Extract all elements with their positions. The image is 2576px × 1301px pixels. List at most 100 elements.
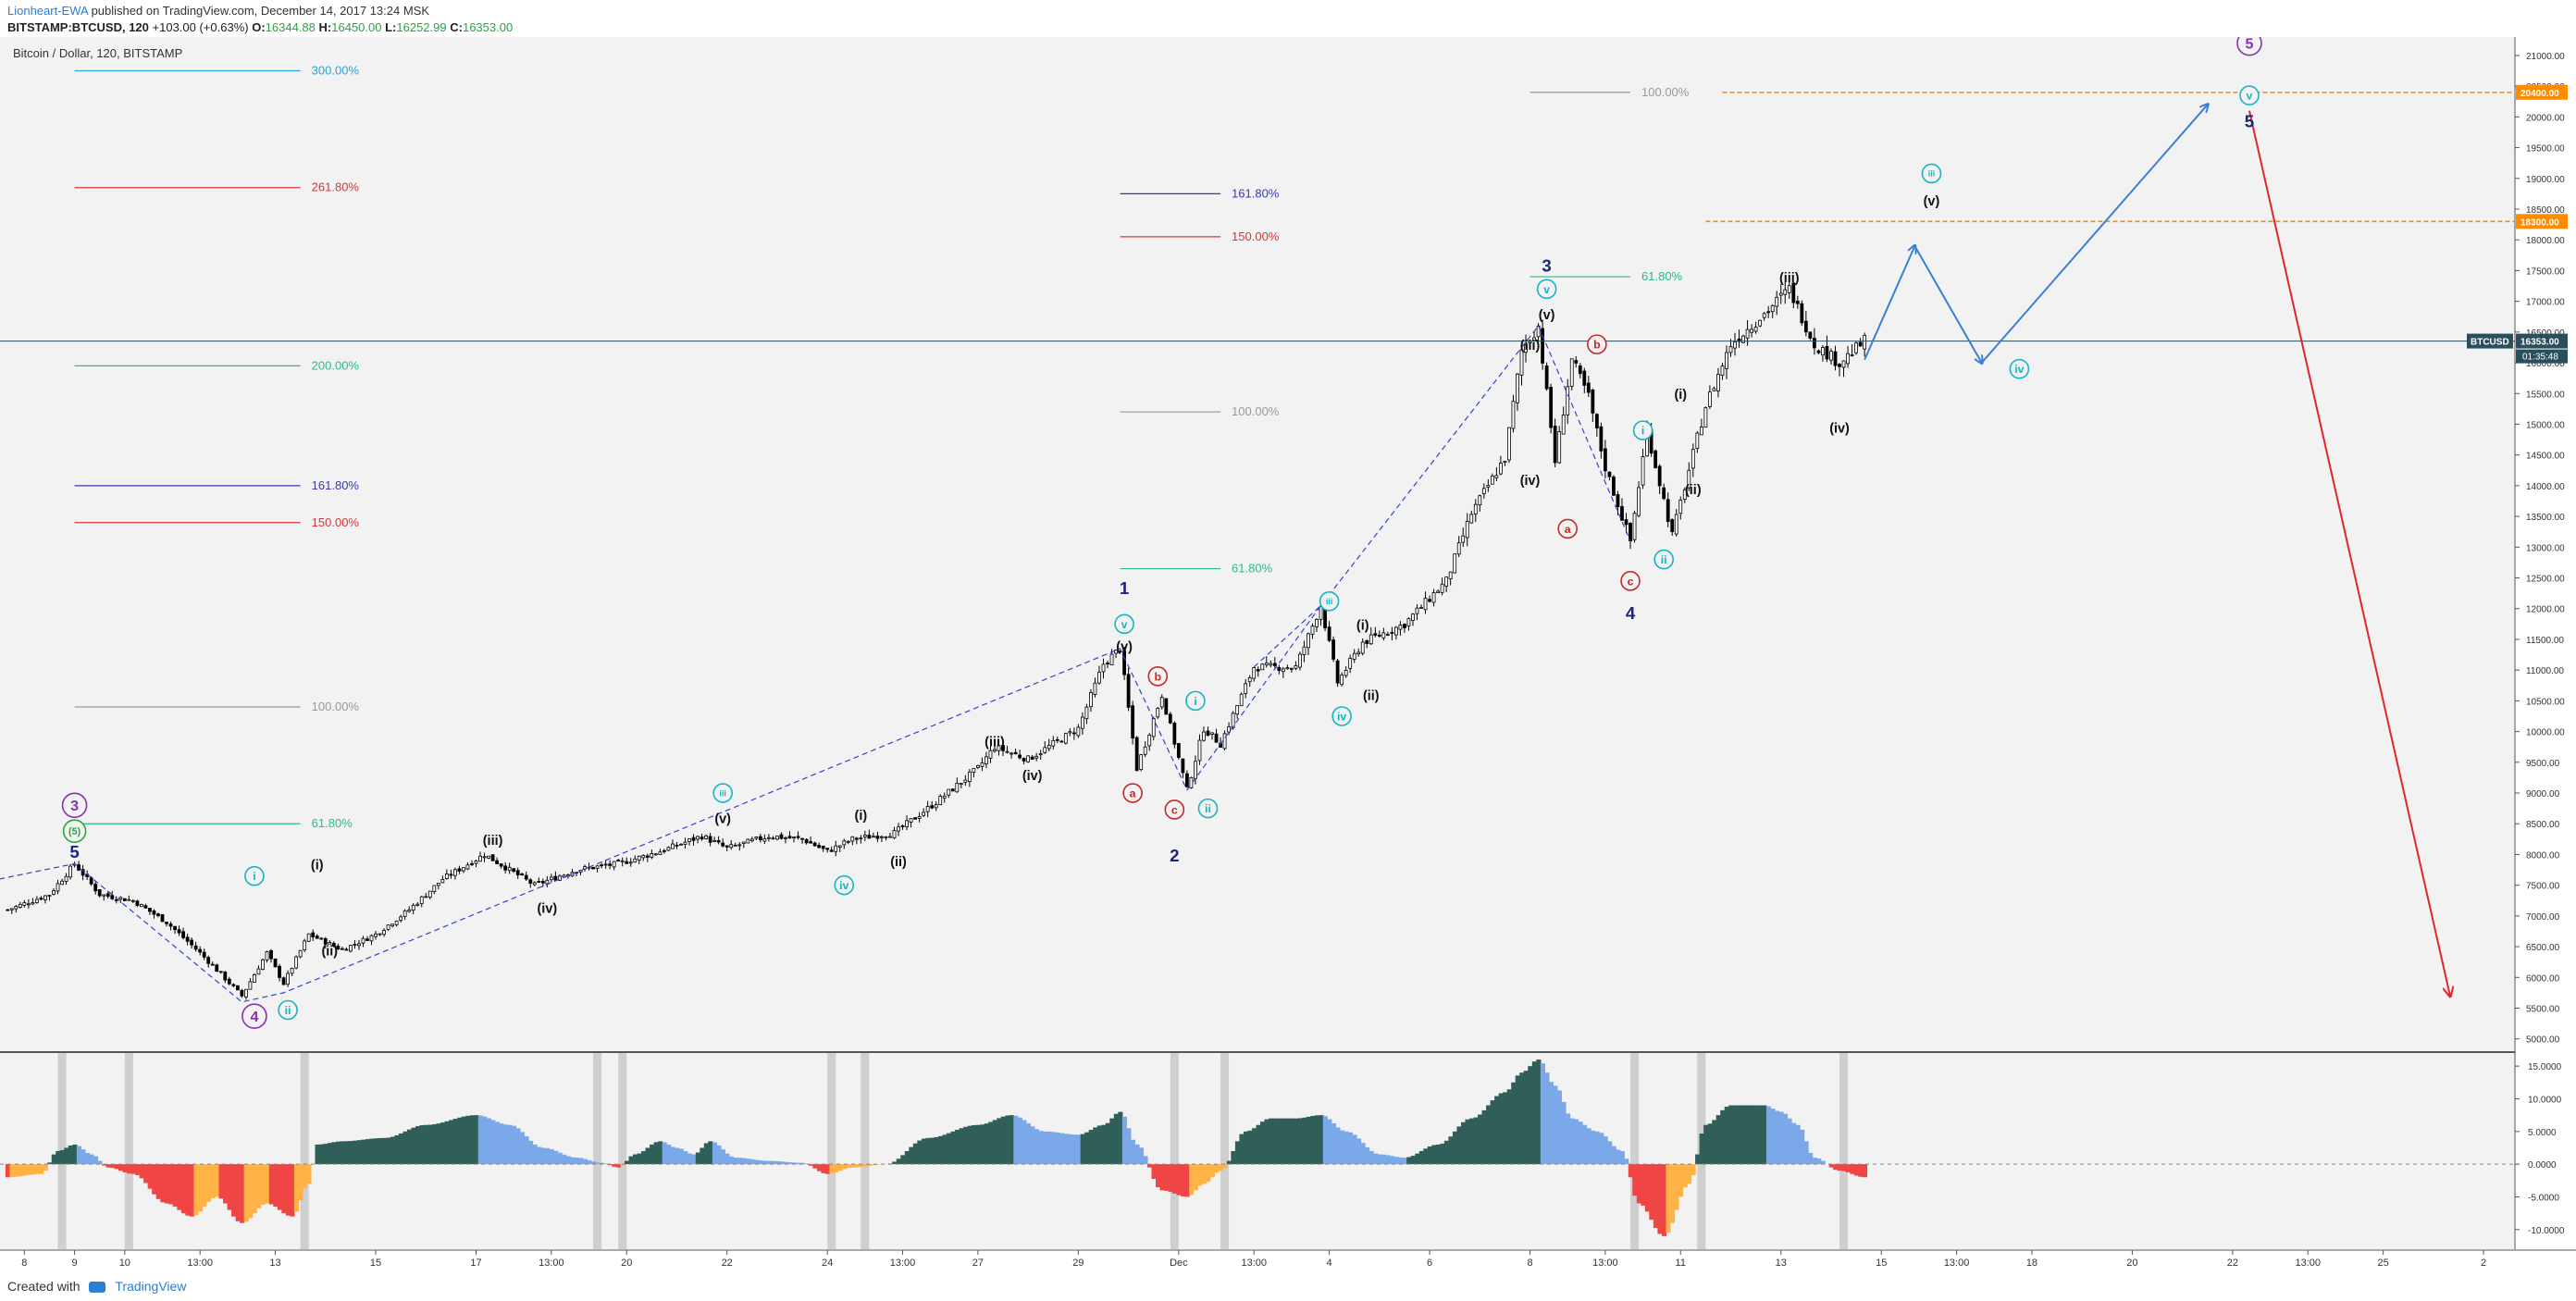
candle-body: [934, 804, 938, 809]
osc-bar: [1042, 1131, 1048, 1165]
osc-bar: [1289, 1118, 1294, 1165]
osc-bar: [461, 1116, 466, 1165]
osc-bar: [361, 1139, 366, 1165]
candle-body: [390, 923, 395, 927]
candle-body: [1469, 514, 1474, 524]
candle-body: [1168, 713, 1172, 724]
osc-bar: [1765, 1106, 1772, 1165]
candle-body: [1398, 625, 1403, 630]
candle-body: [1841, 360, 1846, 368]
candle-body: [1352, 652, 1356, 660]
wave-label: i: [1194, 695, 1196, 708]
candle-body: [749, 838, 754, 842]
candle-body: [1557, 431, 1562, 464]
osc-bar: [1707, 1123, 1713, 1165]
wave-label-circle: [61, 792, 88, 819]
wave-label-circle: [1557, 518, 1579, 539]
candle-body: [265, 951, 269, 960]
osc-bar: [1528, 1066, 1533, 1165]
osc-bar: [1051, 1132, 1057, 1165]
candle-body: [1139, 754, 1144, 770]
osc-shade-band: [1839, 1053, 1849, 1249]
candle-body: [1591, 389, 1595, 414]
chart-header: Lionheart-EWA published on TradingView.c…: [0, 0, 2576, 37]
osc-bar: [290, 1164, 295, 1217]
osc-bar: [22, 1164, 28, 1176]
osc-bar: [620, 1164, 625, 1166]
osc-bar: [992, 1120, 997, 1165]
osc-bar: [1231, 1151, 1236, 1165]
author-link[interactable]: Lionheart-EWA: [7, 4, 88, 18]
osc-bar: [302, 1164, 308, 1189]
osc-bar: [252, 1164, 257, 1214]
osc-bar: [1156, 1164, 1161, 1188]
osc-bar: [1306, 1116, 1311, 1165]
osc-bar: [947, 1133, 952, 1165]
x-tick-label: 11: [1676, 1258, 1686, 1269]
candle-body: [1653, 450, 1658, 468]
candle-body: [1695, 432, 1700, 449]
osc-bar: [816, 1164, 822, 1171]
wave-label-circle: [242, 1003, 267, 1029]
osc-bar: [1753, 1105, 1759, 1165]
created-with-text: Created with: [7, 1279, 80, 1294]
candle-body: [415, 903, 420, 906]
x-tick-label: 13:00: [890, 1258, 916, 1269]
candle-body: [1022, 758, 1026, 762]
candle-body: [1076, 726, 1081, 737]
candle-body: [796, 836, 800, 838]
candle-body: [80, 869, 85, 876]
candle-body: [361, 937, 365, 944]
osc-bar: [164, 1164, 169, 1204]
candle-body: [1415, 607, 1419, 614]
osc-bar: [808, 1164, 813, 1166]
osc-bar: [118, 1164, 124, 1171]
candle-body: [938, 796, 943, 805]
candle-body: [980, 762, 985, 767]
tradingview-link[interactable]: TradingView: [115, 1279, 187, 1294]
y-tick-label: 15000.00: [2526, 420, 2565, 430]
candle-body: [1365, 639, 1369, 644]
candle-body: [1034, 755, 1039, 759]
candle-body: [1838, 364, 1841, 367]
candle-body: [1172, 723, 1177, 745]
osc-bar: [1732, 1105, 1738, 1165]
candle-body: [724, 845, 729, 848]
candle-body: [286, 973, 291, 985]
osc-bar: [1360, 1143, 1366, 1165]
x-tick-label: 8: [21, 1258, 27, 1269]
projection-arrow: [1980, 105, 2208, 364]
y-tick-label: 13000.00: [2526, 543, 2565, 553]
candle-body: [319, 937, 324, 940]
osc-bar: [650, 1144, 655, 1165]
wave-channel-line: [0, 325, 1631, 1003]
x-tick-label: 20: [2126, 1258, 2137, 1269]
candle-body: [306, 933, 311, 942]
wave-label-circle: [1185, 690, 1206, 712]
candle-body: [1604, 448, 1607, 472]
osc-bar: [51, 1154, 56, 1165]
candle-body: [35, 898, 39, 903]
candle-body: [1122, 650, 1126, 675]
wave-label: b: [1593, 339, 1601, 352]
x-tick-label: 20: [621, 1258, 632, 1269]
candle-body: [612, 861, 616, 868]
candle-body: [1745, 328, 1750, 339]
candle-body: [942, 795, 947, 799]
wave-label-circle: [1587, 334, 1607, 354]
candle-body: [608, 863, 613, 866]
candle-body: [1089, 692, 1093, 708]
candle-body: [1051, 739, 1056, 747]
candle-body: [1737, 339, 1741, 342]
osc-bar: [746, 1159, 751, 1165]
osc-bar: [1569, 1118, 1575, 1165]
osc-bar: [1406, 1157, 1412, 1165]
candle-body: [1499, 463, 1503, 475]
chart-canvas[interactable]: Bitcoin / Dollar, 120, BITSTAMP 21000.00 2…: [0, 37, 2576, 1271]
candle-body: [1068, 731, 1072, 734]
osc-bar: [180, 1164, 186, 1214]
candle-body: [1758, 319, 1763, 327]
candle-body: [281, 977, 286, 985]
candle-body: [1612, 477, 1616, 496]
candle-body: [1494, 475, 1499, 478]
